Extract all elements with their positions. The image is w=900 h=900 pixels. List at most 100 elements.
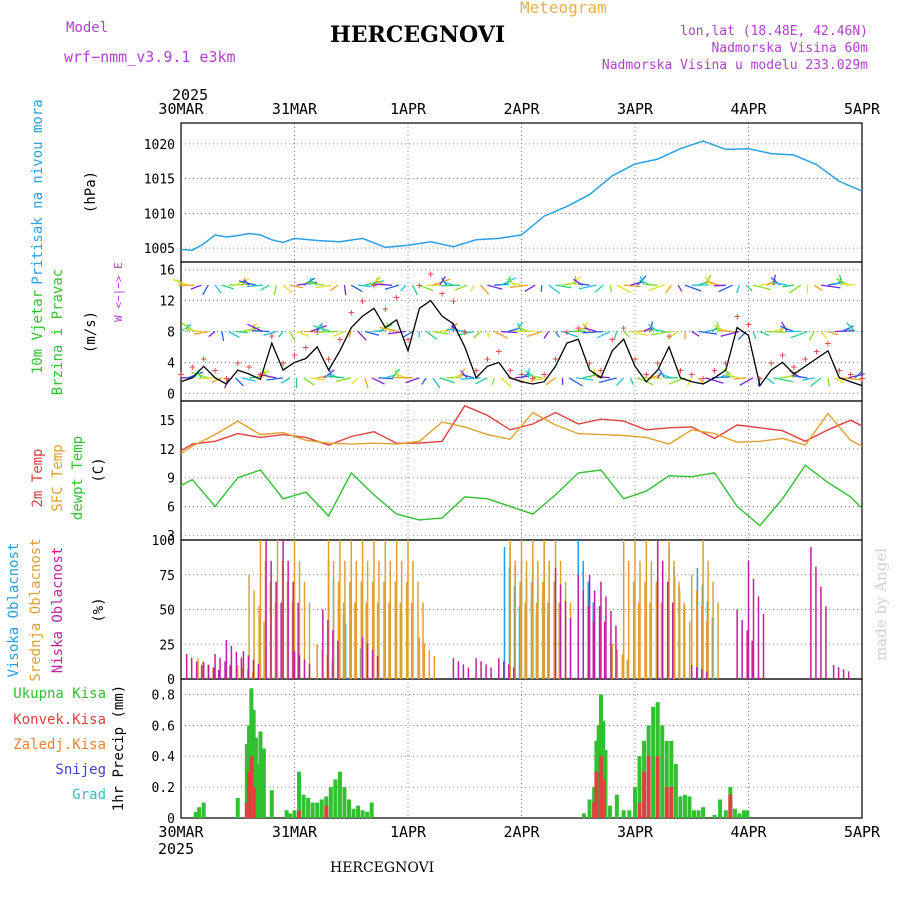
wind-arrow: [425, 330, 438, 340]
wind-gust-mark: +: [666, 329, 673, 342]
precip-convective-bar: [669, 787, 674, 818]
precip-legend-item: Ukupna Kisa: [13, 686, 106, 702]
wind-arrow: [411, 284, 418, 296]
precip-convective-bar: [637, 802, 642, 818]
wind-arrow: [211, 377, 223, 384]
wind-arrow: [289, 331, 296, 342]
footer-station: HERCEGNOVI: [330, 860, 435, 876]
wind-arrow: [540, 285, 543, 292]
wind-arrow: [524, 284, 536, 292]
wind-arrow: [526, 330, 543, 338]
wind-arrow: [630, 281, 643, 286]
wind-arrow: [509, 284, 529, 288]
y-tick-label: 0: [167, 812, 175, 827]
x-tick-label-bottom: 1APR: [390, 823, 427, 841]
page-title: HERCEGNOVI: [330, 22, 506, 48]
precip-total-bar: [346, 799, 351, 818]
wind-gust-mark: +: [234, 356, 241, 369]
wind-speed-line: [180, 299, 863, 388]
y-tick-label: 0.4: [152, 750, 176, 765]
precip-total-bar: [284, 810, 289, 818]
precip-total-bar: [287, 813, 292, 818]
wind-arrow: [493, 330, 508, 339]
precip-total-bar: [333, 779, 338, 818]
wind-gust-mark: +: [564, 326, 571, 339]
wind-arrow: [651, 330, 672, 336]
wind-gust-mark: +: [268, 329, 275, 342]
wind-arrow: [575, 377, 594, 381]
sfc-temp-title: SFC Temp: [50, 444, 66, 511]
wind-gust-mark: +: [745, 318, 752, 331]
precip-total-bar: [360, 810, 365, 818]
wind-gust-mark: +: [757, 372, 764, 385]
precip-total-bar: [664, 740, 669, 818]
wind-arrow: [813, 284, 823, 291]
wind-arrow: [841, 377, 863, 381]
dewpt-title: dewpt Temp: [70, 436, 86, 520]
precip-total-bar: [608, 805, 613, 818]
wind-arrow: [724, 373, 740, 379]
wind-gust-mark: +: [348, 306, 355, 319]
pressure-title: Pritisak na nivou mora: [30, 99, 46, 284]
precip-total-bar: [247, 725, 252, 818]
wind-arrow: [766, 377, 775, 385]
y-tick-label: 9: [167, 472, 175, 487]
precip-convective-bar: [324, 805, 329, 818]
x-tick-label-top: 5APR: [844, 100, 881, 118]
precip-total-bar: [660, 725, 665, 818]
wind-arrow: [180, 324, 192, 333]
precip-total-bar: [633, 787, 637, 818]
wind-arrow: [782, 284, 794, 288]
wind-arrow: [315, 284, 331, 289]
wind-arrow: [759, 330, 770, 337]
wind-arrow: [845, 322, 856, 332]
wind-arrow: [357, 331, 367, 341]
precip-total-bar: [197, 807, 202, 818]
y-tick-label: 0: [167, 673, 175, 688]
wind-arrow: [273, 285, 277, 296]
wind-arrow: [677, 284, 683, 292]
wind-arrow: [319, 330, 338, 333]
wind-arrow: [705, 327, 721, 333]
x-tick-label-bottom: 31MAR: [272, 823, 318, 841]
precip-total-bar: [596, 725, 601, 818]
wind-arrow: [780, 325, 795, 333]
wind-arrow: [555, 284, 572, 289]
wind-arrow: [713, 284, 726, 287]
wind-arrow: [752, 331, 757, 340]
wind-arrow: [357, 284, 372, 288]
wind-arrow: [827, 330, 839, 336]
wind-arrow: [790, 330, 808, 339]
wind-arrow: [379, 326, 400, 333]
y-tick-label: 50: [159, 604, 175, 619]
precip-convective-bar: [655, 756, 660, 818]
precip-total-bar: [601, 720, 606, 818]
y-tick-label: 15: [159, 414, 175, 429]
wind-gust-mark: +: [825, 337, 832, 350]
y-tick-label: 6: [167, 500, 175, 515]
wind-arrow: [752, 284, 772, 291]
wind-arrow: [262, 369, 266, 378]
sfc-temp-line: [180, 411, 863, 455]
precip-legend-item: Snijeg: [55, 762, 106, 778]
wind-arrow: [491, 377, 495, 385]
wind-arrow: [457, 330, 474, 336]
wind-arrow: [221, 331, 225, 342]
wind-gust-mark: +: [836, 364, 843, 377]
dewpt-line: [180, 464, 863, 527]
wind-gust-mark: +: [802, 353, 809, 366]
precip-total-bar: [306, 797, 311, 818]
wind-gust-mark: +: [416, 279, 423, 292]
wind-gust-mark: +: [280, 356, 287, 369]
wind-arrow: [260, 284, 270, 291]
x-tick-label-bottom: 2APR: [503, 823, 540, 841]
wind-arrow: [282, 284, 293, 293]
wind-gust-mark: +: [405, 333, 412, 346]
wind-arrow: [802, 377, 815, 381]
wind-arrow: [667, 330, 679, 340]
wind-gust-mark: +: [847, 368, 854, 381]
precip-total-bar: [244, 743, 249, 818]
low-cloud-title: Niska Oblacnost: [50, 547, 66, 673]
y-tick-label: 100: [152, 534, 175, 549]
